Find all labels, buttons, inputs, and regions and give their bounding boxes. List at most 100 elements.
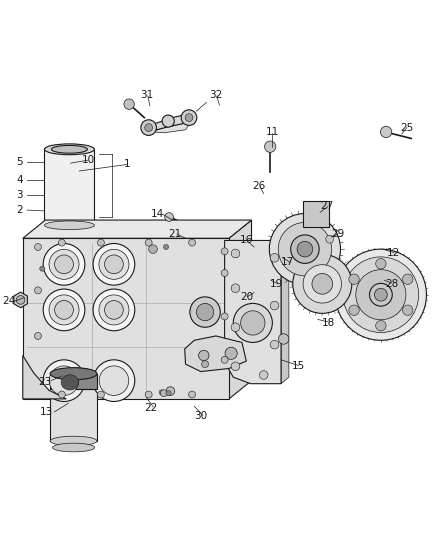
Text: 22: 22 xyxy=(144,402,157,413)
Circle shape xyxy=(145,239,152,246)
Circle shape xyxy=(270,340,279,349)
Text: 15: 15 xyxy=(292,361,305,372)
Circle shape xyxy=(336,249,427,340)
Circle shape xyxy=(43,289,85,331)
Polygon shape xyxy=(229,220,251,399)
Text: 20: 20 xyxy=(240,292,253,302)
Circle shape xyxy=(43,244,85,285)
Circle shape xyxy=(166,391,171,396)
Text: 3: 3 xyxy=(17,190,23,200)
Text: 18: 18 xyxy=(322,318,336,328)
Circle shape xyxy=(403,305,413,316)
Circle shape xyxy=(221,270,228,277)
Circle shape xyxy=(370,284,392,306)
Circle shape xyxy=(381,126,392,138)
Polygon shape xyxy=(144,112,194,133)
Circle shape xyxy=(93,244,135,285)
Circle shape xyxy=(58,391,65,398)
Polygon shape xyxy=(303,201,329,228)
Polygon shape xyxy=(23,356,66,399)
Circle shape xyxy=(190,297,220,327)
Text: 26: 26 xyxy=(253,181,266,191)
Circle shape xyxy=(99,295,129,325)
Ellipse shape xyxy=(61,375,78,390)
Circle shape xyxy=(233,303,272,343)
Circle shape xyxy=(270,301,279,310)
Circle shape xyxy=(105,301,124,319)
Circle shape xyxy=(221,357,228,364)
Circle shape xyxy=(270,254,279,262)
Circle shape xyxy=(145,124,152,132)
Circle shape xyxy=(291,235,319,263)
Text: 2: 2 xyxy=(17,205,23,215)
Text: 13: 13 xyxy=(40,407,53,417)
Circle shape xyxy=(97,391,104,398)
Circle shape xyxy=(35,287,42,294)
Wedge shape xyxy=(293,254,352,313)
Circle shape xyxy=(312,273,332,294)
Circle shape xyxy=(40,266,45,271)
Text: 24: 24 xyxy=(2,296,15,306)
Circle shape xyxy=(343,257,419,333)
Polygon shape xyxy=(23,220,251,238)
Ellipse shape xyxy=(53,443,95,452)
Circle shape xyxy=(196,303,214,321)
Circle shape xyxy=(189,239,195,246)
Text: 19: 19 xyxy=(270,279,283,289)
Circle shape xyxy=(148,245,157,254)
Circle shape xyxy=(145,391,152,398)
Circle shape xyxy=(16,296,25,304)
Circle shape xyxy=(160,390,167,397)
Circle shape xyxy=(349,305,359,316)
Circle shape xyxy=(141,120,156,135)
Circle shape xyxy=(231,284,240,293)
Circle shape xyxy=(259,370,268,379)
Text: 30: 30 xyxy=(194,411,207,421)
Circle shape xyxy=(99,366,129,395)
Text: 27: 27 xyxy=(320,201,333,211)
Circle shape xyxy=(165,213,173,221)
Polygon shape xyxy=(185,336,246,372)
Polygon shape xyxy=(45,149,95,225)
Text: 1: 1 xyxy=(124,159,130,169)
Text: 29: 29 xyxy=(331,229,344,239)
Circle shape xyxy=(35,244,42,251)
Polygon shape xyxy=(23,238,229,399)
Circle shape xyxy=(99,249,129,279)
Circle shape xyxy=(231,249,240,258)
Polygon shape xyxy=(50,389,97,441)
Text: 21: 21 xyxy=(168,229,181,239)
Circle shape xyxy=(231,323,240,332)
Ellipse shape xyxy=(52,146,88,153)
Circle shape xyxy=(198,350,209,361)
Text: 25: 25 xyxy=(400,123,413,133)
Text: 12: 12 xyxy=(387,248,400,259)
Text: 28: 28 xyxy=(385,279,398,289)
Circle shape xyxy=(55,301,74,319)
Text: 23: 23 xyxy=(38,376,51,386)
Polygon shape xyxy=(225,240,281,384)
Circle shape xyxy=(93,360,135,401)
Polygon shape xyxy=(50,374,97,389)
Circle shape xyxy=(43,360,85,401)
Circle shape xyxy=(240,311,265,335)
Circle shape xyxy=(231,362,240,370)
Circle shape xyxy=(35,333,42,340)
Circle shape xyxy=(159,390,164,395)
Circle shape xyxy=(124,99,134,109)
Polygon shape xyxy=(281,234,289,384)
Circle shape xyxy=(166,387,175,395)
Text: 5: 5 xyxy=(17,157,23,167)
Circle shape xyxy=(58,239,65,246)
Circle shape xyxy=(55,255,74,274)
Polygon shape xyxy=(144,122,191,133)
Circle shape xyxy=(105,255,124,274)
Text: 11: 11 xyxy=(266,127,279,137)
Circle shape xyxy=(356,270,406,320)
Circle shape xyxy=(201,361,208,368)
Circle shape xyxy=(278,222,332,276)
Circle shape xyxy=(403,274,413,285)
Text: 4: 4 xyxy=(17,175,23,185)
Circle shape xyxy=(185,114,193,122)
Text: 17: 17 xyxy=(281,257,294,267)
